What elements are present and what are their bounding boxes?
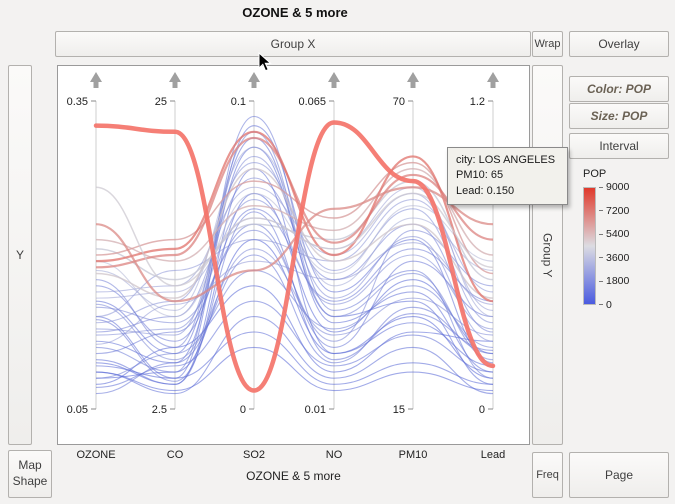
map-shape-drop-zone[interactable]: Map Shape [8,450,52,498]
pop-gradient-bar[interactable] [583,187,596,305]
series-line[interactable] [95,168,494,299]
wrap-label: Wrap [534,38,561,50]
group-x-drop-zone[interactable]: Group X [55,31,531,57]
tooltip-lead: Lead: 0.150 [456,184,515,197]
series-line[interactable] [95,168,494,262]
axis-name-label: OZONE [76,449,116,461]
series-line[interactable] [95,199,494,336]
series-line[interactable] [95,248,494,361]
legend-tick: 3600 [599,252,629,264]
series-line[interactable] [95,199,494,318]
legend-tick: 1800 [599,275,629,287]
tooltip-city: city: LOS ANGELES [456,154,556,166]
freq-label: Freq [536,469,559,481]
axis-min-label: 0 [240,404,246,416]
series-line[interactable] [95,168,494,385]
axis-direction-arrow[interactable] [487,72,499,88]
axis-max-label: 70 [393,96,405,108]
axis-min-label: 0.05 [67,404,88,416]
axis-name-label: Lead [480,449,506,461]
axis-max-label: 1.2 [470,96,485,108]
group-y-drop-zone[interactable]: Group Y [532,65,563,445]
series-line[interactable] [95,155,494,342]
series-line[interactable] [95,269,494,379]
series-line[interactable] [95,285,494,385]
axis-direction-arrow[interactable] [407,72,419,88]
series-line[interactable] [95,186,494,303]
parallel-plot[interactable]: 0.35 0.05 25 2.5 0.1 0 0.065 0.01 70 15 1.2 0 [57,65,530,445]
axis-name-label: NO [325,449,343,461]
color-setting-button[interactable]: Color: POP [569,76,669,102]
series-line[interactable] [95,346,494,392]
wrap-drop-zone[interactable]: Wrap [532,31,563,57]
axis-min-label: 15 [393,404,405,416]
series-line[interactable] [95,316,494,395]
axis-name-label: CO [166,449,184,461]
page-drop-zone[interactable]: Page [569,452,669,498]
y-label: Y [15,248,24,262]
legend-tick: 0 [599,299,629,311]
freq-drop-zone[interactable]: Freq [532,452,563,498]
legend-title: POP [583,168,607,180]
hover-tooltip: city: LOS ANGELES PM10: 65 Lead: 0.150 [447,147,568,206]
axis-name-label: SO2 [242,449,266,461]
pop-color-legend: POP 9000 7200 5400 3600 1800 0 [575,168,671,340]
axis-max-label: 0.1 [231,96,246,108]
axis-name-label: PM10 [398,449,428,461]
page-label: Page [604,468,634,482]
page-title: OZONE & 5 more [242,5,348,20]
axis-direction-arrow[interactable] [328,72,340,88]
series-line[interactable] [95,115,494,379]
interval-setting-label: Interval [599,139,639,153]
interval-setting-button[interactable]: Interval [569,133,669,159]
series-line[interactable] [95,242,494,345]
parallel-plot-svg[interactable]: 0.35 0.05 25 2.5 0.1 0 0.065 0.01 70 15 1.2 0 [58,66,529,444]
series-line[interactable] [95,229,494,342]
axis-direction-arrow[interactable] [248,72,260,88]
axis-min-label: 0.01 [305,404,326,416]
overlay-label: Overlay [598,37,640,51]
series-line[interactable] [95,331,494,385]
mouse-cursor-icon [258,51,274,79]
legend-tick: 9000 [599,181,629,193]
group-y-label: Group Y [540,232,555,278]
axis-direction-arrow[interactable] [169,72,181,88]
axis-min-label: 0 [479,404,485,416]
map-shape-label: Map Shape [12,458,48,488]
x-axis-title: OZONE & 5 more [246,469,341,483]
series-line[interactable] [95,186,494,287]
axis-max-label: 25 [155,96,167,108]
axis-direction-arrow[interactable] [90,72,102,88]
series-line[interactable] [95,208,494,342]
overlay-drop-zone[interactable]: Overlay [569,31,669,57]
size-setting-button[interactable]: Size: POP [569,103,669,129]
tooltip-pm10: PM10: 65 [456,169,504,182]
legend-tick: 7200 [599,205,629,217]
series-line[interactable] [95,300,494,388]
series-line[interactable] [95,211,494,382]
axis-max-label: 0.065 [298,96,326,108]
series-line[interactable] [95,131,494,361]
series-line[interactable] [95,192,494,318]
group-x-label: Group X [270,37,316,51]
color-setting-label: Color: POP [586,82,651,96]
axis-name-row: OZONE CO SO2 NO PM10 Lead [57,449,530,463]
y-drop-zone[interactable]: Y [8,65,32,445]
axis-min-label: 2.5 [152,404,167,416]
size-setting-label: Size: POP [590,109,648,123]
legend-tick-labels: 9000 7200 5400 3600 1800 0 [599,181,629,311]
axis-max-label: 0.35 [67,96,88,108]
legend-tick: 5400 [599,228,629,240]
highlighted-series-line[interactable] [93,120,496,393]
